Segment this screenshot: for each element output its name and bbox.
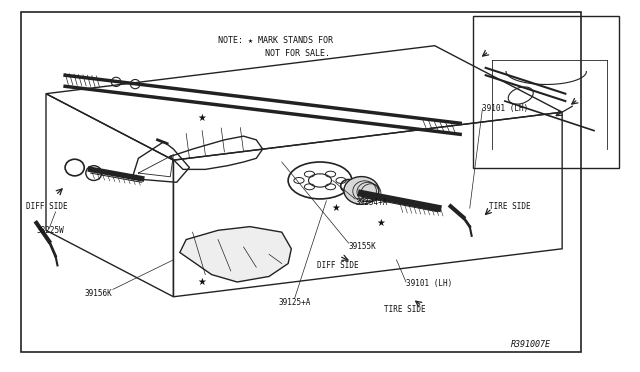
Text: 39101 (LH): 39101 (LH)	[483, 104, 529, 113]
Polygon shape	[180, 227, 291, 282]
Text: DIFF SIDE: DIFF SIDE	[26, 202, 67, 211]
Text: ★: ★	[198, 113, 207, 123]
Text: 39234+A: 39234+A	[355, 198, 387, 207]
Text: ★: ★	[376, 218, 385, 228]
Text: 39101 (LH): 39101 (LH)	[406, 279, 452, 288]
Ellipse shape	[344, 177, 379, 204]
Text: 39156K: 39156K	[84, 289, 112, 298]
Text: NOTE: ★ MARK STANDS FOR
         NOT FOR SALE.: NOTE: ★ MARK STANDS FOR NOT FOR SALE.	[218, 36, 333, 58]
Text: 38225W: 38225W	[36, 226, 64, 235]
Text: 39125+A: 39125+A	[278, 298, 311, 307]
Text: DIFF SIDE: DIFF SIDE	[317, 261, 358, 270]
Text: TIRE SIDE: TIRE SIDE	[384, 305, 426, 314]
Text: ★: ★	[332, 203, 340, 213]
Text: 39155K: 39155K	[349, 243, 376, 251]
Text: R391007E: R391007E	[511, 340, 551, 349]
Text: ★: ★	[198, 277, 207, 287]
Text: TIRE SIDE: TIRE SIDE	[489, 202, 531, 211]
